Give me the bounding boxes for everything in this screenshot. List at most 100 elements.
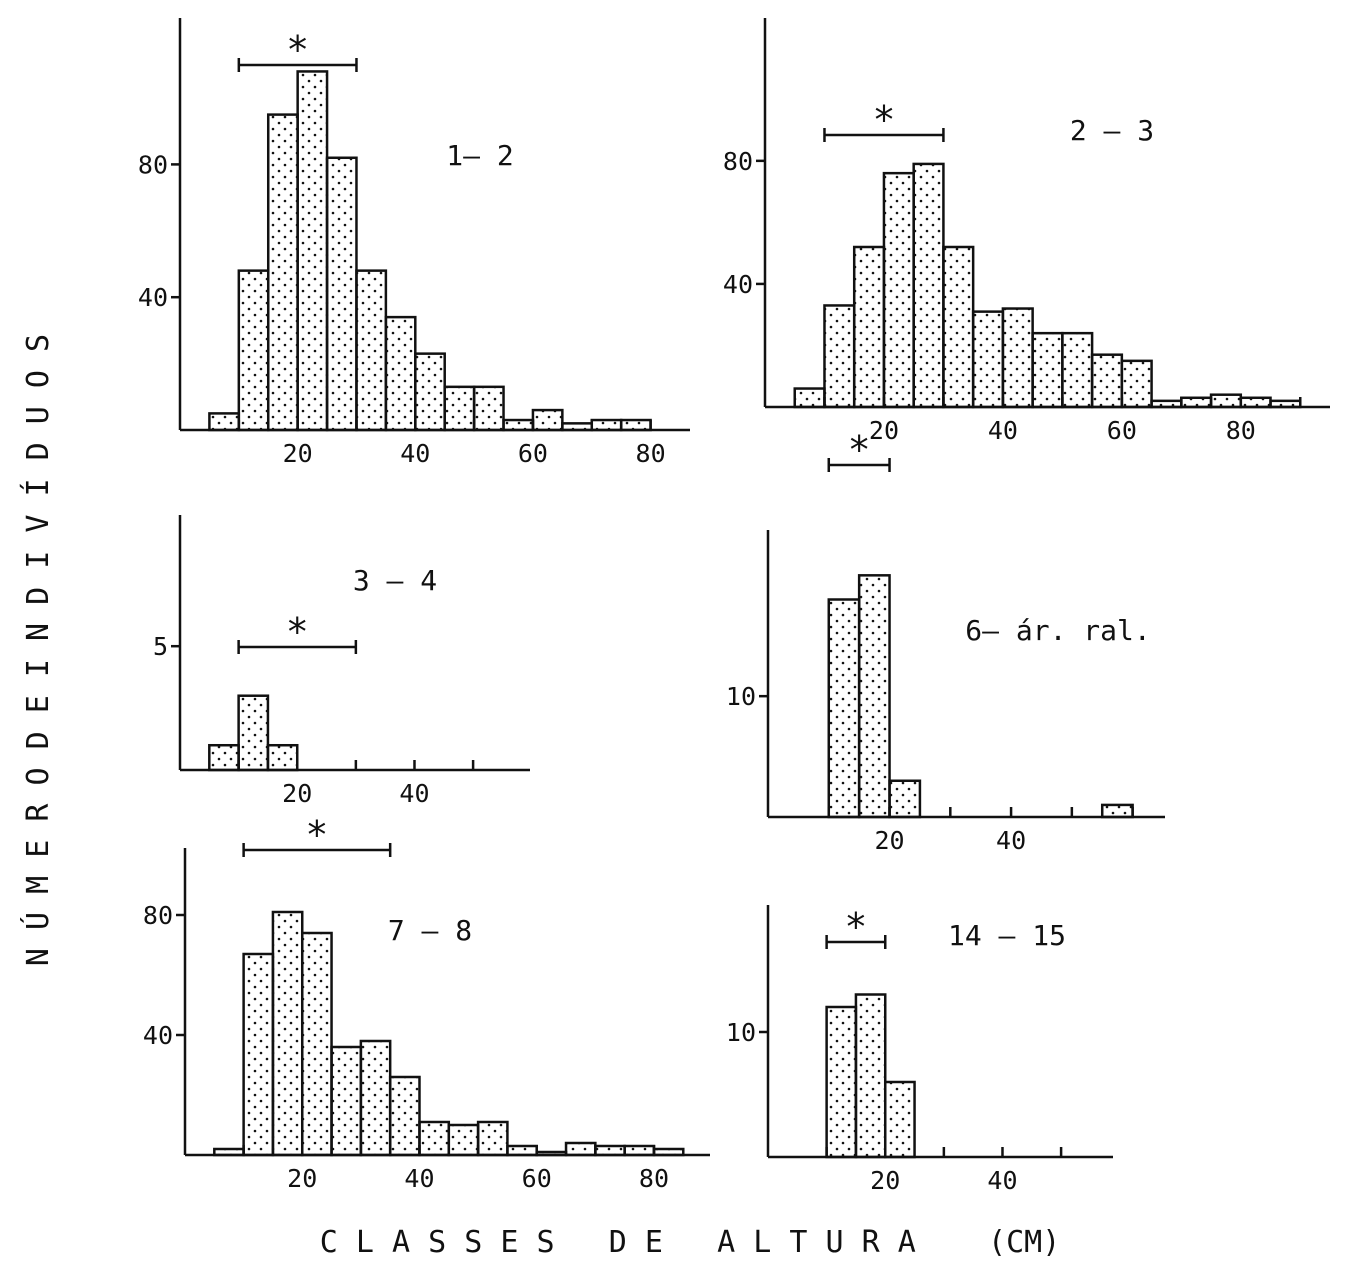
histogram-bar: [208, 743, 240, 772]
histogram-bar: [300, 931, 333, 1157]
histogram-bar: [854, 993, 887, 1159]
x-tick-label: 40: [400, 439, 430, 468]
histogram-bar: [388, 1075, 421, 1157]
panel-label: 3 — 4: [353, 564, 437, 597]
histogram-panel: 20 40 60 80 40 80 * 2 — 3: [723, 18, 1330, 445]
histogram-bar: [359, 1039, 392, 1157]
histogram-bar: [1001, 307, 1034, 409]
panel-label: 7 — 8: [388, 914, 472, 947]
x-tick-label: 60: [518, 439, 548, 468]
histogram-bar: [1031, 331, 1064, 409]
asterisk-marker: *: [307, 813, 326, 857]
y-tick-label: 40: [138, 283, 168, 312]
histogram-bar: [971, 310, 1005, 409]
x-tick-label: 60: [522, 1164, 552, 1193]
histogram-bar: [590, 418, 623, 432]
x-tick-label: 80: [1226, 416, 1256, 445]
x-tick-label: 40: [404, 1164, 434, 1193]
histogram-panel: 20 40 60 80 40 80 * 7 — 8: [143, 813, 710, 1193]
histogram-bar: [1061, 331, 1094, 409]
histogram-bar: [827, 598, 861, 819]
y-tick-label: 80: [723, 147, 753, 176]
histogram-bar: [619, 418, 652, 432]
histogram-panel: 20 40 10 * 14 — 15: [726, 905, 1113, 1195]
histogram-bar: [564, 1141, 597, 1157]
x-tick-label: 80: [636, 439, 666, 468]
histogram-bar: [531, 408, 564, 432]
y-tick-label: 80: [138, 150, 168, 179]
histogram-bar: [1120, 359, 1153, 409]
histogram-panel: 20 40 5 * 3 — 4: [153, 515, 530, 808]
y-tick-label: 80: [143, 901, 173, 930]
histogram-bar: [242, 952, 275, 1157]
histogram-bar: [237, 269, 270, 432]
histogram-bar: [237, 694, 270, 772]
y-tick-label: 5: [153, 632, 168, 661]
histogram-bar: [506, 1144, 538, 1157]
x-tick-label: 40: [996, 826, 1026, 855]
histogram-bar: [418, 1120, 451, 1157]
histogram-bar: [793, 387, 826, 409]
histogram-bar: [447, 1123, 480, 1157]
histogram-bar: [1090, 353, 1124, 409]
histogram-bar: [823, 304, 856, 409]
x-axis-title: C L A S S E S D E A L T U R A (CM): [320, 1225, 1061, 1260]
histogram-panel: 20 40 10 * 6— ár. ral.: [726, 428, 1165, 855]
histogram-bar: [296, 70, 329, 432]
asterisk-marker: *: [288, 610, 307, 654]
histogram-bar: [1239, 396, 1272, 409]
panel-label: 6— ár. ral.: [965, 614, 1150, 647]
histogram-bar: [355, 269, 388, 432]
asterisk-marker: *: [846, 905, 865, 949]
histogram-bar: [942, 245, 975, 409]
y-tick-label: 10: [726, 682, 756, 711]
x-tick-label: 60: [1107, 416, 1137, 445]
panel-label: 2 — 3: [1070, 114, 1154, 147]
asterisk-marker: *: [288, 28, 307, 72]
histogram-bar: [208, 412, 241, 432]
histogram-bar: [443, 385, 476, 432]
histogram-bar: [330, 1045, 363, 1157]
histogram-bar: [472, 385, 505, 432]
histogram-bar: [857, 574, 891, 819]
histogram-bar: [1180, 396, 1213, 409]
histogram-bar: [476, 1120, 509, 1157]
histogram-bar: [882, 171, 915, 409]
y-tick-label: 40: [723, 270, 753, 299]
histogram-bar: [502, 418, 535, 432]
x-tick-label: 40: [399, 779, 429, 808]
y-tick-label: 40: [143, 1021, 173, 1050]
histogram-bar: [266, 113, 299, 432]
x-tick-label: 20: [870, 1166, 900, 1195]
x-tick-label: 20: [287, 1164, 317, 1193]
y-tick-label: 10: [726, 1018, 756, 1047]
x-tick-label: 40: [988, 416, 1018, 445]
histogram-bar: [623, 1144, 656, 1157]
histogram-bar: [1209, 393, 1243, 409]
histogram-panel: 20 40 60 80 40 80 * 1— 2: [138, 18, 690, 468]
histogram-bar: [384, 315, 417, 432]
x-tick-label: 20: [283, 439, 313, 468]
histogram-bar: [888, 779, 922, 819]
asterisk-marker: *: [874, 98, 893, 142]
asterisk-marker: *: [850, 428, 869, 472]
histogram-bar: [594, 1144, 626, 1157]
y-axis-title: N Ú M E R O D E I N D I V Í D U O S: [19, 334, 56, 966]
x-tick-label: 20: [874, 826, 904, 855]
histogram-bar: [912, 162, 945, 409]
panel-label: 14 — 15: [948, 919, 1066, 952]
histogram-bar: [883, 1080, 916, 1159]
histogram-bar: [414, 352, 446, 432]
x-tick-label: 80: [639, 1164, 669, 1193]
histogram-bar: [325, 156, 358, 432]
histogram-bar: [825, 1005, 858, 1159]
panel-label: 1— 2: [446, 139, 513, 172]
histogram-bar: [271, 910, 304, 1157]
histogram-bar: [852, 245, 886, 409]
x-tick-label: 40: [987, 1166, 1017, 1195]
histogram-bar: [1100, 803, 1134, 819]
x-tick-label: 20: [282, 779, 312, 808]
x-tick-label: 20: [869, 416, 899, 445]
histogram-bar: [266, 743, 299, 772]
